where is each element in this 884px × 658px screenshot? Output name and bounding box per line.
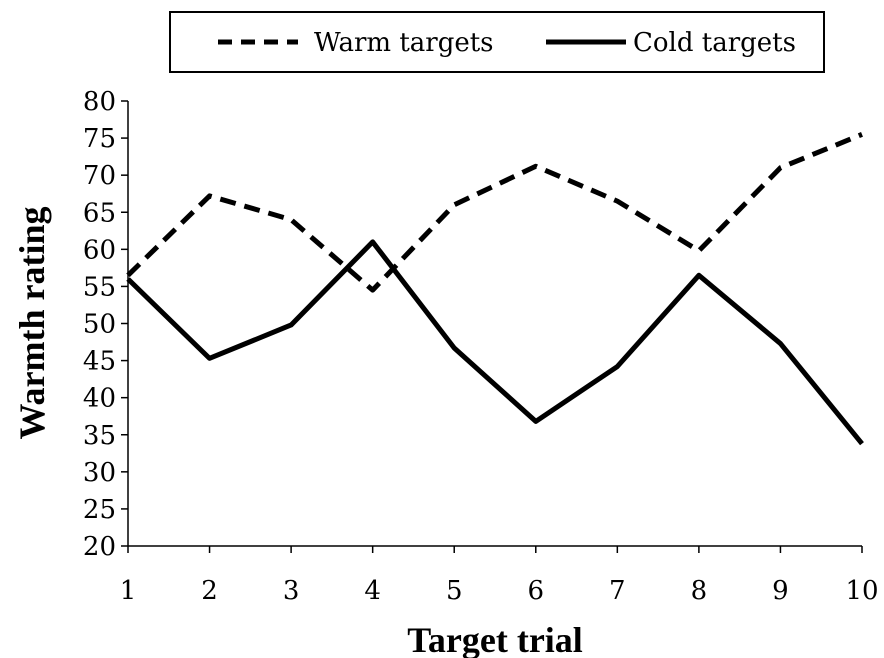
y-tick-label: 50 (83, 310, 116, 340)
legend: Warm targets Cold targets (169, 11, 825, 73)
legend-label-warm: Warm targets (314, 28, 494, 58)
y-tick-label: 80 (83, 87, 116, 117)
x-tick-label: 10 (845, 576, 878, 606)
warm-targets-line (126, 132, 863, 293)
y-tick-label: 60 (83, 235, 116, 265)
y-tick-label: 65 (83, 198, 116, 228)
axes (127, 101, 862, 547)
y-tick-label: 70 (83, 161, 116, 191)
x-tick-label: 2 (201, 576, 218, 606)
y-tick-label: 20 (83, 532, 116, 562)
y-tick-label: 45 (83, 347, 116, 377)
x-tick-label: 9 (772, 576, 789, 606)
y-tick-label: 55 (83, 272, 116, 302)
x-tick-label: 5 (446, 576, 463, 606)
legend-label-cold: Cold targets (633, 28, 796, 58)
y-tick-label: 30 (83, 458, 116, 488)
y-tick-label: 40 (83, 384, 116, 414)
legend-box (169, 11, 825, 73)
y-tick-label: 75 (83, 124, 116, 154)
x-tick-label: 4 (364, 576, 381, 606)
x-tick-label: 3 (283, 576, 300, 606)
series-layer (126, 132, 864, 446)
x-tick-label: 7 (609, 576, 626, 606)
y-ticks: 20 25 30 35 40 45 50 55 60 65 70 75 80 (83, 87, 128, 562)
x-tick-label: 6 (528, 576, 545, 606)
y-axis-title: Warmth rating (12, 207, 52, 440)
x-tick-label: 1 (120, 576, 137, 606)
x-ticks: 1 2 3 4 5 6 7 8 9 10 (120, 546, 879, 606)
x-tick-label: 8 (691, 576, 708, 606)
cold-targets-line (126, 239, 864, 446)
x-axis-title: Target trial (407, 620, 583, 658)
y-tick-label: 35 (83, 421, 116, 451)
y-tick-label: 25 (83, 495, 116, 525)
